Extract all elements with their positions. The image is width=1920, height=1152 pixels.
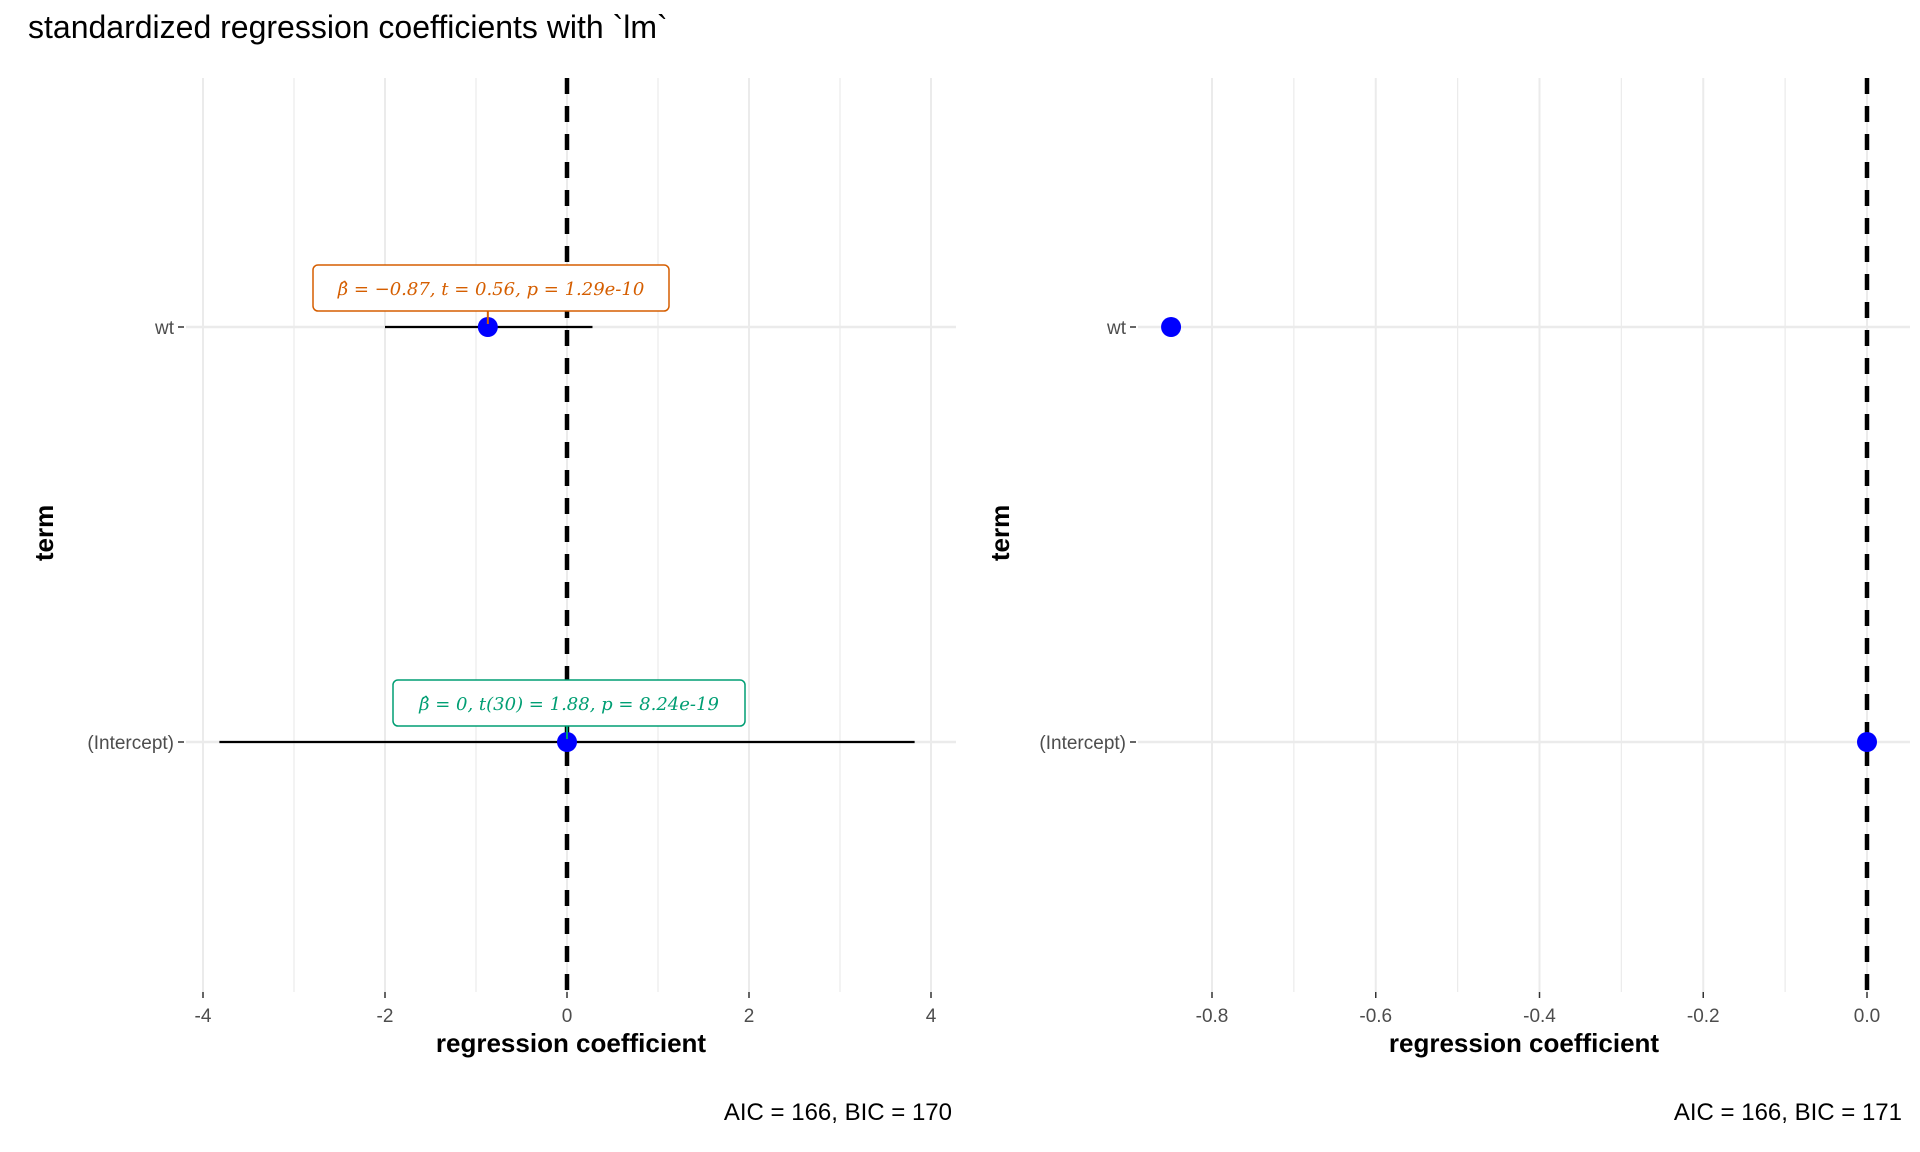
x-tick-label: 0 — [562, 1006, 573, 1027]
y-axis-title: term — [985, 505, 1015, 561]
chart-title: standardized regression coefficients wit… — [28, 9, 668, 45]
y-tick-label: (Intercept) — [1039, 733, 1126, 754]
coefficient-point — [557, 732, 577, 752]
x-tick-label: -0.2 — [1687, 1006, 1720, 1027]
x-tick-label: 4 — [926, 1006, 937, 1027]
coefficient-label-text: β̂ = 0, t(30) = 1.88, p = 8.24e-19 — [418, 694, 719, 715]
coefficient-point — [1161, 317, 1182, 337]
x-axis-title: regression coefficient — [436, 1028, 707, 1058]
x-tick-label: -0.8 — [1196, 1006, 1229, 1027]
coefficient-label-text: β̂ = −0.87, t = 0.56, p = 1.29e-10 — [337, 279, 645, 300]
coefficient-point — [1857, 732, 1877, 752]
panel-2: -0.8 -0.6 -0.4 -0.2 0.0 wt (Intercept) regressi… — [985, 78, 1910, 1126]
coefficient-label-box — [392, 679, 746, 727]
x-tick-label: 0.0 — [1854, 1006, 1880, 1027]
x-tick-label: -4 — [195, 1006, 212, 1027]
y-axis-title: term — [29, 505, 59, 561]
caption: AIC = 166, BIC = 170 — [724, 1099, 952, 1126]
caption: AIC = 166, BIC = 171 — [1674, 1099, 1902, 1126]
coefficient-label-box — [312, 264, 670, 312]
y-tick-label: wt — [1106, 318, 1127, 339]
y-tick-label: (Intercept) — [87, 733, 174, 754]
x-tick-label: 2 — [744, 1006, 755, 1027]
x-tick-label: -0.6 — [1359, 1006, 1392, 1027]
x-tick-label: -0.4 — [1523, 1006, 1556, 1027]
y-tick-label: wt — [154, 318, 175, 339]
panel-1: -4 -2 0 2 4 wt (Intercept) regression coefficie… — [29, 78, 956, 1126]
x-tick-label: -2 — [377, 1006, 394, 1027]
x-axis-title: regression coefficient — [1389, 1028, 1660, 1058]
coefficient-point — [477, 317, 498, 337]
